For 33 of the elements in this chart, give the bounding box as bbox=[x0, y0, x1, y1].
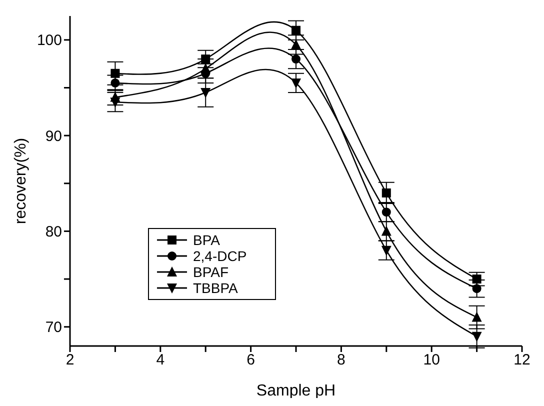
point bbox=[381, 226, 392, 236]
x-tick-label: 12 bbox=[514, 352, 530, 369]
legend-label: BPA bbox=[193, 232, 220, 248]
y-tick-label: 100 bbox=[36, 32, 62, 50]
y-tick-label: 70 bbox=[45, 319, 62, 336]
point bbox=[382, 208, 391, 217]
point bbox=[472, 274, 482, 284]
y-axis-title: recovery(%) bbox=[12, 138, 30, 224]
point bbox=[472, 332, 482, 342]
x-tick-label: 8 bbox=[337, 352, 346, 369]
y-tick-label: 80 bbox=[45, 224, 62, 241]
x-tick-label: 6 bbox=[246, 352, 255, 369]
x-tick-label: 4 bbox=[156, 352, 165, 369]
point bbox=[292, 54, 300, 64]
point bbox=[381, 246, 392, 256]
point bbox=[382, 188, 391, 198]
point bbox=[110, 78, 120, 88]
legend-label: 2,4-DCP bbox=[193, 248, 247, 264]
x-tick-label: 10 bbox=[423, 352, 440, 369]
legend-label: TBBPA bbox=[193, 280, 238, 296]
point bbox=[110, 68, 120, 78]
point bbox=[472, 312, 482, 322]
point bbox=[291, 78, 301, 88]
y-tick-label: 90 bbox=[45, 128, 62, 145]
point bbox=[201, 54, 210, 64]
point bbox=[200, 63, 211, 74]
point bbox=[200, 88, 211, 98]
point bbox=[110, 98, 120, 108]
point bbox=[291, 39, 301, 50]
point bbox=[292, 26, 300, 35]
x-tick-label: 2 bbox=[66, 352, 74, 369]
legend-label: BPAF bbox=[193, 264, 229, 280]
point bbox=[472, 284, 482, 294]
